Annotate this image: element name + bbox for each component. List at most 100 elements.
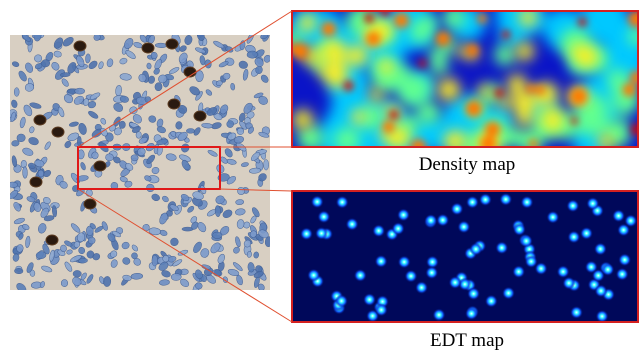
edt-dot xyxy=(596,310,609,323)
density-blob xyxy=(499,96,512,109)
stained-cell xyxy=(52,127,64,137)
edt-dot xyxy=(570,306,583,319)
density-blob xyxy=(526,84,535,93)
cell xyxy=(105,153,113,161)
density-blob xyxy=(344,81,354,91)
density-blob xyxy=(293,109,313,129)
edt-dot xyxy=(567,231,580,244)
cell xyxy=(159,279,170,285)
stained-cell xyxy=(74,41,86,51)
cell xyxy=(119,121,126,129)
density-blob xyxy=(571,118,578,125)
density-blob xyxy=(542,109,564,131)
edt-dot xyxy=(311,195,324,208)
edt-dot xyxy=(424,214,437,227)
density-blob xyxy=(436,32,450,46)
edt-map-image xyxy=(292,191,638,323)
cell xyxy=(264,160,269,171)
cell xyxy=(215,205,221,216)
stained-cell xyxy=(34,115,46,125)
edt-dot xyxy=(485,295,498,308)
density-blob xyxy=(417,102,440,125)
edt-dot xyxy=(521,196,534,209)
edt-dot xyxy=(546,211,559,224)
density-blob xyxy=(578,17,587,26)
cell xyxy=(175,121,182,129)
edt-dot xyxy=(372,224,385,237)
edt-dot xyxy=(580,227,593,240)
edt-dot xyxy=(317,210,330,223)
edt-dot xyxy=(315,227,328,240)
cell xyxy=(73,270,81,277)
cell xyxy=(14,268,23,274)
density-blob xyxy=(570,88,587,105)
density-blob xyxy=(467,44,479,56)
cell xyxy=(131,273,143,280)
density-blob xyxy=(389,110,398,119)
density-blob xyxy=(364,13,374,23)
density-blob xyxy=(383,121,395,133)
density-blob xyxy=(351,110,366,125)
edt-dot xyxy=(465,307,478,320)
density-blob xyxy=(494,44,515,65)
cell xyxy=(22,167,27,179)
edt-dot xyxy=(513,223,526,236)
density-blob xyxy=(623,83,636,96)
page: Density map EDT map (() => { const data … xyxy=(0,0,640,352)
edt-dot xyxy=(566,199,579,212)
cell xyxy=(227,120,234,127)
stained-cell xyxy=(142,43,154,53)
cell xyxy=(151,52,157,59)
edt-dot xyxy=(502,287,515,300)
cell xyxy=(147,63,152,69)
edt-dot xyxy=(363,293,376,306)
edt-dot xyxy=(562,277,575,290)
density-map-image xyxy=(284,0,640,166)
edt-dot xyxy=(300,227,313,240)
stained-cell xyxy=(46,235,58,245)
cell xyxy=(253,252,259,259)
edt-dot xyxy=(354,269,367,282)
density-blob xyxy=(535,85,545,95)
edt-dot xyxy=(617,224,630,237)
edt-dot xyxy=(392,222,405,235)
cell xyxy=(75,88,85,94)
edt-dot xyxy=(307,269,320,282)
edt-dot xyxy=(433,308,446,321)
edt-dot xyxy=(398,256,411,269)
density-blob xyxy=(477,14,487,24)
edt-dot xyxy=(469,243,482,256)
stained-cell xyxy=(194,111,206,121)
edt-dot xyxy=(557,265,570,278)
density-blob xyxy=(419,60,427,68)
edt-dot xyxy=(520,235,533,248)
edt-dot xyxy=(616,268,629,281)
cell xyxy=(247,251,252,258)
edt-dot xyxy=(375,255,388,268)
density-blob xyxy=(346,45,367,66)
edt-dot xyxy=(405,270,418,283)
density-blob xyxy=(507,74,527,94)
density-blob xyxy=(575,46,597,68)
edt-dot xyxy=(466,196,479,209)
density-blob xyxy=(379,59,393,73)
density-blob xyxy=(330,57,345,72)
density-blob xyxy=(478,84,492,98)
edt-dot xyxy=(397,208,410,221)
edt-dot xyxy=(375,303,388,316)
edt-dot xyxy=(618,253,631,266)
edt-dot xyxy=(512,265,525,278)
edt-dot xyxy=(346,218,359,231)
stained-cell xyxy=(166,39,178,49)
edt-dot xyxy=(336,196,349,209)
density-blob xyxy=(443,6,465,28)
cell xyxy=(131,154,139,161)
density-blob xyxy=(480,136,496,152)
density-blob xyxy=(437,78,460,101)
cell xyxy=(61,279,68,287)
density-blob xyxy=(515,42,534,61)
cell xyxy=(162,255,169,262)
density-blob xyxy=(292,43,308,59)
microscopy-image xyxy=(6,29,273,294)
stained-cell xyxy=(94,161,106,171)
